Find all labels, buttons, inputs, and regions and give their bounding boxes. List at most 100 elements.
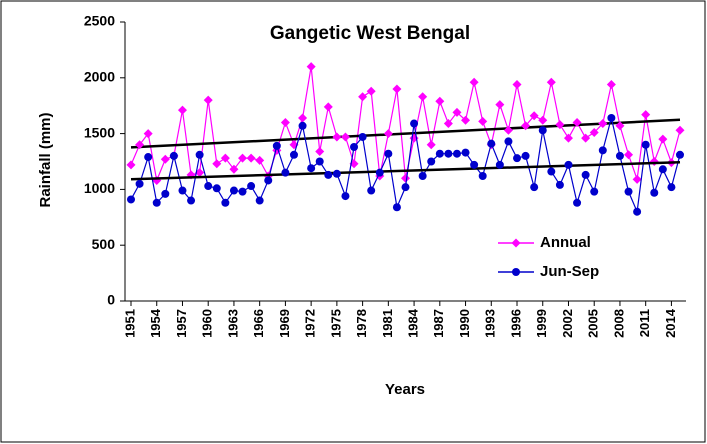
- data-point: [615, 121, 625, 131]
- data-point: [298, 113, 308, 123]
- data-point: [529, 111, 539, 121]
- data-point: [169, 151, 178, 160]
- data-point: [555, 180, 564, 189]
- x-tick-label: 1966: [251, 309, 266, 338]
- data-point: [590, 187, 599, 196]
- x-tick-label: 1951: [122, 309, 137, 338]
- data-point: [513, 154, 522, 163]
- x-axis-label: Years: [385, 381, 425, 398]
- data-point: [144, 153, 153, 162]
- data-point: [624, 150, 634, 160]
- data-point: [564, 160, 573, 169]
- data-point: [358, 92, 368, 102]
- data-point: [298, 121, 307, 130]
- data-point: [401, 173, 410, 183]
- data-point: [229, 164, 239, 174]
- x-tick-label: 1996: [508, 309, 523, 338]
- data-point: [512, 79, 522, 89]
- data-point: [418, 172, 427, 181]
- data-point: [307, 164, 316, 173]
- data-point: [178, 186, 187, 195]
- x-tick-label: 2008: [611, 309, 626, 338]
- data-point: [598, 119, 608, 129]
- y-tick-label: 1500: [84, 124, 115, 140]
- data-point: [658, 165, 667, 174]
- x-tick-label: 1972: [303, 309, 318, 338]
- data-point: [264, 176, 273, 185]
- data-point: [367, 186, 376, 195]
- data-point: [667, 183, 676, 192]
- data-point: [598, 146, 607, 155]
- data-point: [324, 170, 333, 179]
- data-point: [280, 117, 290, 127]
- data-point: [547, 167, 556, 176]
- y-axis-label: Rainfall (mm): [37, 112, 54, 207]
- data-point: [495, 160, 504, 169]
- data-point: [401, 183, 410, 192]
- data-point: [161, 189, 170, 198]
- data-point: [435, 96, 445, 106]
- data-point: [675, 150, 684, 159]
- data-point: [195, 168, 205, 178]
- data-point: [221, 198, 230, 207]
- data-point: [255, 196, 264, 205]
- data-point: [350, 142, 359, 151]
- x-tick-label: 1981: [380, 309, 395, 338]
- data-point: [624, 187, 633, 196]
- y-tick-label: 0: [107, 292, 115, 308]
- data-point: [392, 203, 401, 212]
- x-tick-label: 1960: [200, 309, 215, 338]
- data-point: [332, 132, 342, 142]
- data-point: [487, 139, 496, 148]
- x-tick-label: 2014: [663, 308, 678, 338]
- data-point: [272, 141, 281, 150]
- data-point: [581, 170, 590, 179]
- data-point: [563, 133, 573, 143]
- data-point: [383, 129, 393, 139]
- y-tick-label: 1000: [84, 180, 115, 196]
- data-point: [675, 125, 685, 135]
- data-point: [126, 160, 136, 170]
- data-point: [615, 151, 624, 160]
- trend-line: [130, 161, 681, 181]
- x-tick-label: 1984: [406, 308, 421, 338]
- data-point: [469, 77, 479, 87]
- data-point: [247, 182, 256, 191]
- data-point: [203, 95, 213, 105]
- data-point: [246, 153, 256, 163]
- y-tick-label: 500: [92, 236, 116, 252]
- x-tick-label: 1978: [354, 309, 369, 338]
- data-point: [521, 121, 531, 131]
- data-point: [606, 79, 616, 89]
- x-tick-label: 1963: [225, 309, 240, 338]
- data-point: [315, 157, 324, 166]
- data-point: [160, 154, 170, 164]
- x-tick-label: 2002: [560, 309, 575, 338]
- data-point: [546, 77, 556, 87]
- x-tick-label: 1954: [148, 308, 163, 338]
- data-point: [410, 119, 419, 128]
- data-point: [572, 117, 582, 127]
- trend-line: [130, 118, 681, 149]
- data-point: [135, 179, 144, 188]
- data-point: [212, 184, 221, 193]
- data-point: [538, 126, 547, 135]
- data-point: [341, 192, 350, 201]
- data-point: [589, 127, 599, 137]
- x-tick-label: 2011: [637, 309, 652, 337]
- data-point: [204, 182, 213, 191]
- chart-title: Gangetic West Bengal: [270, 23, 470, 44]
- x-tick-label: 2005: [586, 309, 601, 338]
- data-point: [229, 186, 238, 195]
- x-tick-label: 1993: [483, 309, 498, 338]
- data-point: [427, 157, 436, 166]
- data-point: [306, 62, 316, 72]
- x-tick-label: 1990: [457, 309, 472, 338]
- data-point: [220, 153, 230, 163]
- data-point: [633, 207, 642, 216]
- x-tick-label: 1969: [277, 309, 292, 338]
- data-point: [641, 140, 650, 149]
- data-point: [418, 92, 428, 102]
- data-point: [461, 148, 470, 157]
